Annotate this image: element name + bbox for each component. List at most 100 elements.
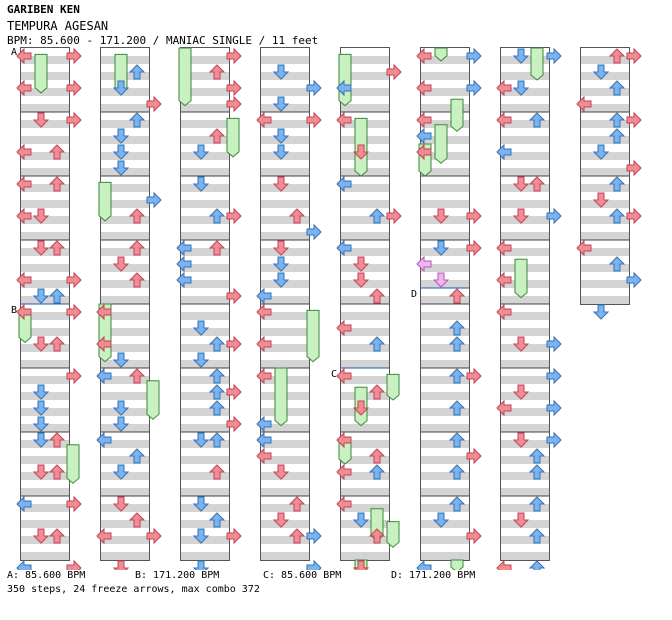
step-arrow-up [128,240,146,256]
step-arrow-left [416,559,432,570]
bpm-legend-a: A: 85.600 BPM [7,570,86,581]
step-arrow-right [466,239,482,257]
step-arrow-right [226,383,242,401]
step-arrow-up [608,112,626,128]
step-arrow-down [192,432,210,448]
step-arrow-left [336,79,352,97]
step-arrow-left [576,239,592,257]
step-arrow-right [146,95,162,113]
freeze-arrow [98,181,112,222]
step-arrow-left [16,79,32,97]
chart-column-3 [180,47,230,561]
step-arrow-down [512,336,530,352]
step-arrow-down [592,192,610,208]
section-marker-c: C [331,369,337,380]
step-arrow-left [496,559,512,570]
artist-name: GARIBEN KEN [7,3,80,16]
step-arrow-down [352,144,370,160]
step-arrow-up [48,464,66,480]
section-marker-d: D [411,289,417,300]
step-arrow-right [226,527,242,545]
chart-column-7 [500,47,550,561]
step-arrow-left [16,207,32,225]
step-arrow-down [32,432,50,448]
step-arrow-up [128,512,146,528]
step-arrow-up [128,112,146,128]
step-arrow-left [96,335,112,353]
section-marker-b: B [11,305,17,316]
step-arrow-left [256,367,272,385]
step-arrow-left [176,239,192,257]
step-arrow-down [112,256,130,272]
step-arrow-up [528,176,546,192]
freeze-arrow [306,309,320,363]
step-arrow-left [576,95,592,113]
step-arrow-up [48,288,66,304]
step-arrow-up [368,448,386,464]
step-arrow-right [146,191,162,209]
step-arrow-up [448,464,466,480]
freeze-arrow [66,444,80,484]
step-arrow-down [432,208,450,224]
step-arrow-down [112,496,130,512]
step-arrow-up [528,560,546,570]
step-arrow-left [416,79,432,97]
step-arrow-up [448,288,466,304]
step-arrow-down [352,400,370,416]
step-arrow-down [272,272,290,288]
step-arrow-down [192,320,210,336]
step-arrow-down [192,352,210,368]
step-arrow-up [608,208,626,224]
step-arrow-down [192,528,210,544]
step-arrow-right [66,303,82,321]
step-arrow-up [208,64,226,80]
step-arrow-up [128,272,146,288]
step-arrow-left [256,431,272,449]
step-arrow-right [466,447,482,465]
step-arrow-up [528,528,546,544]
step-arrow-right [226,47,242,65]
freeze-arrow [434,47,448,62]
step-arrow-up [288,528,306,544]
chart-column-8 [580,47,630,305]
step-arrow-down [192,144,210,160]
step-arrow-left [496,399,512,417]
step-arrow-down [352,512,370,528]
step-arrow-up [128,64,146,80]
freeze-arrow [146,380,160,420]
freeze-arrow [450,98,464,132]
step-arrow-left [256,287,272,305]
step-arrow-left [256,303,272,321]
bpm-legend-c: C: 85.600 BPM [263,570,342,581]
step-arrow-right [386,207,402,225]
step-arrow-up [288,208,306,224]
step-arrow-up [608,80,626,96]
step-arrow-left [256,415,272,433]
song-title: TEMPURA AGESAN [7,19,109,33]
step-arrow-left [256,111,272,129]
step-arrow-right [546,367,562,385]
step-arrow-left [16,143,32,161]
step-arrow-left [176,271,192,289]
freeze-arrow [338,53,352,107]
step-arrow-up [448,320,466,336]
step-arrow-up [128,368,146,384]
step-arrow-left [96,527,112,545]
step-arrow-left [416,127,432,145]
step-arrow-right [66,367,82,385]
step-arrow-right [306,79,322,97]
step-arrow-left [416,47,432,65]
step-arrow-up [208,208,226,224]
step-arrow-up [528,496,546,512]
freeze-arrow [434,124,448,164]
step-arrow-down [32,112,50,128]
freeze-arrow [530,47,544,81]
step-arrow-down [352,272,370,288]
step-arrow-left [336,319,352,337]
step-arrow-right [546,47,562,65]
step-arrow-left [496,239,512,257]
step-arrow-right [626,111,642,129]
step-arrow-left [256,335,272,353]
step-arrow-down [32,208,50,224]
step-arrow-up [208,384,226,400]
